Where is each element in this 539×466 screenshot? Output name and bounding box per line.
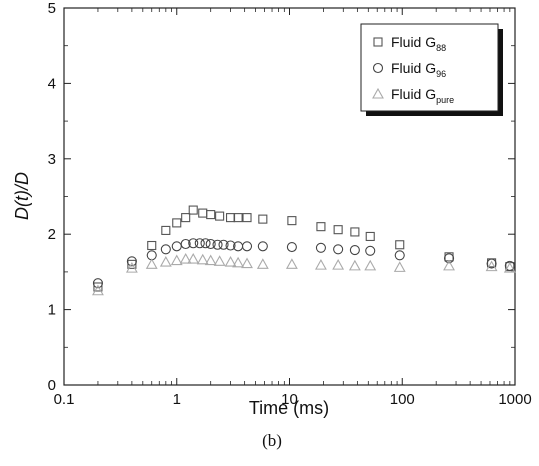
legend-label: Fluid G88	[391, 34, 446, 53]
y-axis-label: D(t)/D	[12, 172, 32, 220]
data-point-triangle	[213, 255, 226, 266]
legend-label: Fluid G96	[391, 60, 446, 79]
data-point-circle	[160, 244, 171, 255]
data-point-square	[333, 225, 343, 235]
x-tick-label: 100	[390, 391, 415, 408]
data-point-circle	[218, 239, 229, 250]
data-point-triangle	[204, 254, 217, 266]
legend: Fluid G88 Fluid G96 Fluid Gpure	[360, 23, 503, 116]
data-point-square	[181, 213, 191, 223]
data-point-circle	[394, 250, 405, 261]
data-point-circle	[333, 244, 344, 255]
data-point-square	[242, 213, 252, 223]
data-point-triangle	[145, 258, 158, 269]
data-point-circle	[486, 258, 497, 269]
y-tick-label: 5	[48, 0, 56, 17]
data-point-triangle	[364, 259, 377, 271]
y-tick-label: 2	[48, 226, 56, 243]
data-point-triangle	[92, 284, 104, 296]
data-point-circle	[212, 239, 223, 250]
data-point-circle	[126, 256, 137, 267]
data-point-triangle	[443, 259, 455, 271]
data-point-circle	[225, 240, 236, 251]
axis-ticks: 0.1 1 10 100 1000 0 1 2 3 4 5	[48, 0, 532, 408]
legend-box	[360, 23, 499, 112]
y-tick-label: 0	[48, 377, 56, 394]
x-axis-label: Time (ms)	[249, 398, 329, 418]
data-point-square	[233, 213, 243, 223]
data-point-square	[287, 216, 297, 226]
data-point-triangle	[241, 257, 253, 269]
data-point-triangle	[170, 254, 183, 266]
data-point-square	[215, 211, 225, 221]
data-point-circle	[443, 253, 455, 264]
series-pure	[92, 252, 516, 296]
data-point-square	[161, 225, 171, 235]
data-point-circle	[92, 278, 103, 289]
data-point-square	[206, 210, 216, 220]
data-point-triangle	[314, 258, 327, 270]
legend-symbol-triangle	[372, 87, 384, 99]
x-tick-label: 10	[281, 391, 298, 408]
data-point-square	[350, 227, 360, 237]
data-point-triangle	[393, 261, 406, 272]
x-tick-label: 0.1	[54, 391, 75, 408]
data-point-circle	[205, 238, 216, 250]
data-point-triangle	[285, 258, 298, 269]
x-tick-label: 1000	[498, 391, 531, 408]
data-point-square	[395, 240, 405, 250]
data-point-circle	[194, 238, 205, 249]
data-point-triangle	[224, 255, 237, 267]
data-point-triangle	[159, 255, 172, 267]
data-point-circle	[180, 238, 191, 250]
data-point-triangle	[256, 258, 269, 269]
data-point-triangle	[348, 259, 361, 271]
data-point-square	[188, 205, 198, 215]
legend-symbol-circle	[372, 62, 384, 74]
data-point-triangle	[125, 261, 138, 273]
data-markers	[92, 205, 516, 296]
y-tick-label: 3	[48, 151, 56, 168]
data-point-square	[365, 231, 375, 242]
data-point-triangle	[179, 252, 192, 264]
data-point-circle	[188, 238, 199, 249]
data-point-square	[258, 214, 268, 224]
data-point-circle	[365, 245, 376, 256]
legend-label: Fluid Gpure	[391, 86, 454, 105]
data-point-circle	[315, 242, 326, 253]
figure-caption: (b)	[262, 431, 282, 450]
legend-symbol-square	[373, 37, 383, 47]
y-tick-label: 4	[48, 75, 56, 92]
data-point-circle	[200, 238, 211, 249]
data-point-circle	[241, 241, 253, 252]
data-point-triangle	[232, 256, 245, 268]
data-point-triangle	[196, 253, 209, 265]
x-tick-label: 1	[173, 391, 181, 408]
data-point-triangle	[485, 260, 498, 272]
data-point-triangle	[332, 258, 345, 270]
data-point-square	[147, 240, 157, 251]
data-point-square	[93, 282, 103, 292]
series-96	[92, 238, 515, 289]
data-point-square	[172, 218, 182, 228]
y-tick-label: 1	[48, 302, 56, 319]
data-point-circle	[257, 241, 268, 252]
data-point-triangle	[503, 261, 516, 273]
data-point-circle	[349, 244, 360, 256]
data-point-circle	[286, 241, 297, 253]
data-point-square	[316, 222, 326, 232]
data-point-triangle	[187, 252, 200, 264]
data-point-circle	[504, 260, 515, 271]
